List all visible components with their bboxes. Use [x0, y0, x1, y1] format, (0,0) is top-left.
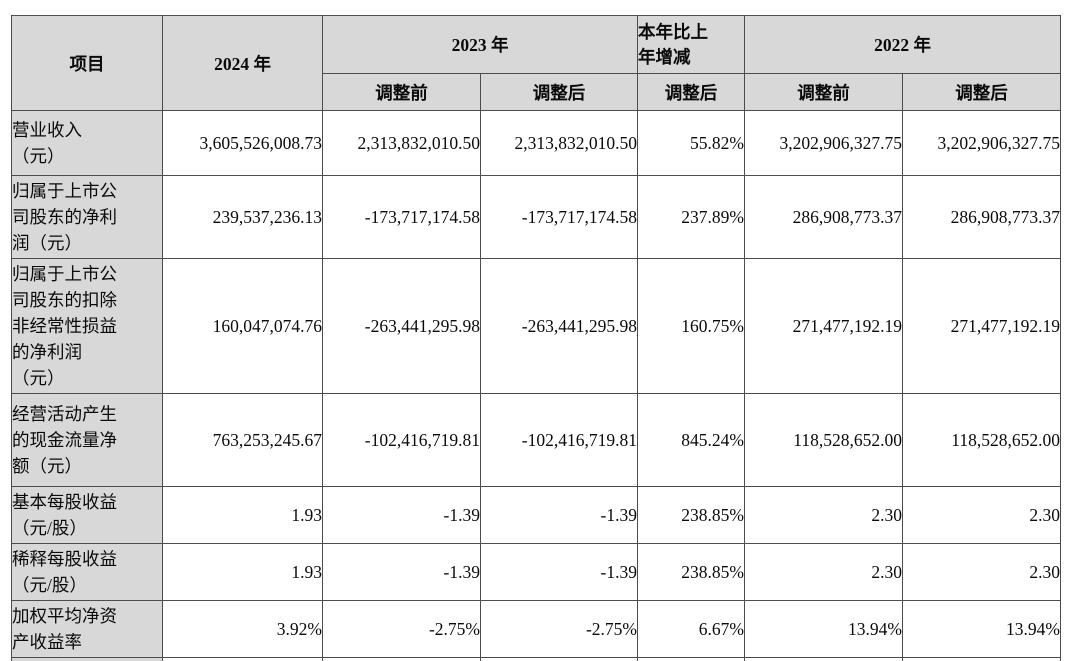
cell-2024 — [162, 657, 323, 661]
header-2023-before: 调整前 — [322, 73, 481, 111]
cell-item — [11, 657, 163, 661]
cell-2022-after: 271,477,192.19 — [902, 258, 1061, 394]
header-2022-after: 调整后 — [902, 73, 1061, 111]
cell-item: 归属于上市公 司股东的净利 润（元） — [11, 175, 163, 259]
cell-2024: 1.93 — [162, 543, 323, 601]
header-2024: 2024 年 — [162, 15, 323, 111]
cell-change — [637, 657, 745, 661]
cell-2023-before — [322, 657, 481, 661]
cell-2022-before: 286,908,773.37 — [744, 175, 903, 259]
cell-2022-after: 13.94% — [902, 600, 1061, 658]
table-row-operating-cash-flow: 经营活动产生 的现金流量净 额（元） 763,253,245.67 -102,4… — [11, 393, 1061, 487]
cell-2023-after: -173,717,174.58 — [480, 175, 638, 259]
cell-2022-before: 2.30 — [744, 486, 903, 544]
header-change: 本年比上 年增减 — [637, 15, 745, 74]
cell-2022-before: 118,528,652.00 — [744, 393, 903, 487]
cell-2023-before: -263,441,295.98 — [322, 258, 481, 394]
cell-2024: 3.92% — [162, 600, 323, 658]
table-row-clipped — [11, 657, 1061, 661]
cell-change: 55.82% — [637, 110, 745, 176]
header-item: 项目 — [11, 15, 163, 111]
cell-item: 加权平均净资 产收益率 — [11, 600, 163, 658]
cell-2022-before: 2.30 — [744, 543, 903, 601]
cell-2022-after: 2.30 — [902, 486, 1061, 544]
cell-2024: 239,537,236.13 — [162, 175, 323, 259]
cell-item: 基本每股收益 （元/股） — [11, 486, 163, 544]
cell-2022-before: 13.94% — [744, 600, 903, 658]
cell-change: 845.24% — [637, 393, 745, 487]
cell-2023-before: -1.39 — [322, 543, 481, 601]
cell-2024: 160,047,074.76 — [162, 258, 323, 394]
financial-summary-table: 项目 2024 年 2023 年 本年比上 年增减 2022 年 调整前 调整后… — [11, 15, 1061, 661]
cell-change: 6.67% — [637, 600, 745, 658]
cell-2023-before: 2,313,832,010.50 — [322, 110, 481, 176]
cell-item: 营业收入 （元） — [11, 110, 163, 176]
header-2022: 2022 年 — [744, 15, 1061, 74]
table-row-revenue: 营业收入 （元） 3,605,526,008.73 2,313,832,010.… — [11, 110, 1061, 176]
cell-2022-after: 286,908,773.37 — [902, 175, 1061, 259]
cell-change: 160.75% — [637, 258, 745, 394]
cell-2023-after: 2,313,832,010.50 — [480, 110, 638, 176]
cell-2023-after: -1.39 — [480, 543, 638, 601]
header-2022-before: 调整前 — [744, 73, 903, 111]
cell-2022-after: 118,528,652.00 — [902, 393, 1061, 487]
cell-item: 经营活动产生 的现金流量净 额（元） — [11, 393, 163, 487]
cell-2023-before: -1.39 — [322, 486, 481, 544]
cell-2023-before: -102,416,719.81 — [322, 393, 481, 487]
cell-2023-after: -102,416,719.81 — [480, 393, 638, 487]
table-row-deducted-net-profit: 归属于上市公 司股东的扣除 非经常性损益 的净利润 （元） 160,047,07… — [11, 258, 1061, 394]
table-row-weighted-avg-roe: 加权平均净资 产收益率 3.92% -2.75% -2.75% 6.67% 13… — [11, 600, 1061, 658]
cell-2023-before: -2.75% — [322, 600, 481, 658]
cell-2023-after — [480, 657, 638, 661]
cell-2023-after: -1.39 — [480, 486, 638, 544]
cell-2022-before — [744, 657, 903, 661]
header-2023-after: 调整后 — [480, 73, 638, 111]
cell-change: 238.85% — [637, 543, 745, 601]
cell-2022-after: 2.30 — [902, 543, 1061, 601]
table-row-diluted-eps: 稀释每股收益 （元/股） 1.93 -1.39 -1.39 238.85% 2.… — [11, 543, 1061, 601]
cell-2024: 763,253,245.67 — [162, 393, 323, 487]
cell-2024: 1.93 — [162, 486, 323, 544]
cell-2022-after: 3,202,906,327.75 — [902, 110, 1061, 176]
header-row-2: 调整前 调整后 调整后 调整前 调整后 — [12, 73, 1061, 111]
cell-item: 归属于上市公 司股东的扣除 非经常性损益 的净利润 （元） — [11, 258, 163, 394]
cell-2022-before: 3,202,906,327.75 — [744, 110, 903, 176]
cell-2023-after: -2.75% — [480, 600, 638, 658]
cell-item: 稀释每股收益 （元/股） — [11, 543, 163, 601]
cell-2022-before: 271,477,192.19 — [744, 258, 903, 394]
cell-2024: 3,605,526,008.73 — [162, 110, 323, 176]
cell-2023-after: -263,441,295.98 — [480, 258, 638, 394]
header-row-1: 项目 2024 年 2023 年 本年比上 年增减 2022 年 — [11, 15, 1061, 111]
cell-2023-before: -173,717,174.58 — [322, 175, 481, 259]
cell-2022-after — [902, 657, 1061, 661]
cell-change: 238.85% — [637, 486, 745, 544]
cell-change: 237.89% — [637, 175, 745, 259]
header-2023: 2023 年 — [322, 15, 638, 74]
header-change-after: 调整后 — [637, 73, 745, 111]
table-row-basic-eps: 基本每股收益 （元/股） 1.93 -1.39 -1.39 238.85% 2.… — [11, 486, 1061, 544]
table-row-net-profit: 归属于上市公 司股东的净利 润（元） 239,537,236.13 -173,7… — [11, 175, 1061, 259]
